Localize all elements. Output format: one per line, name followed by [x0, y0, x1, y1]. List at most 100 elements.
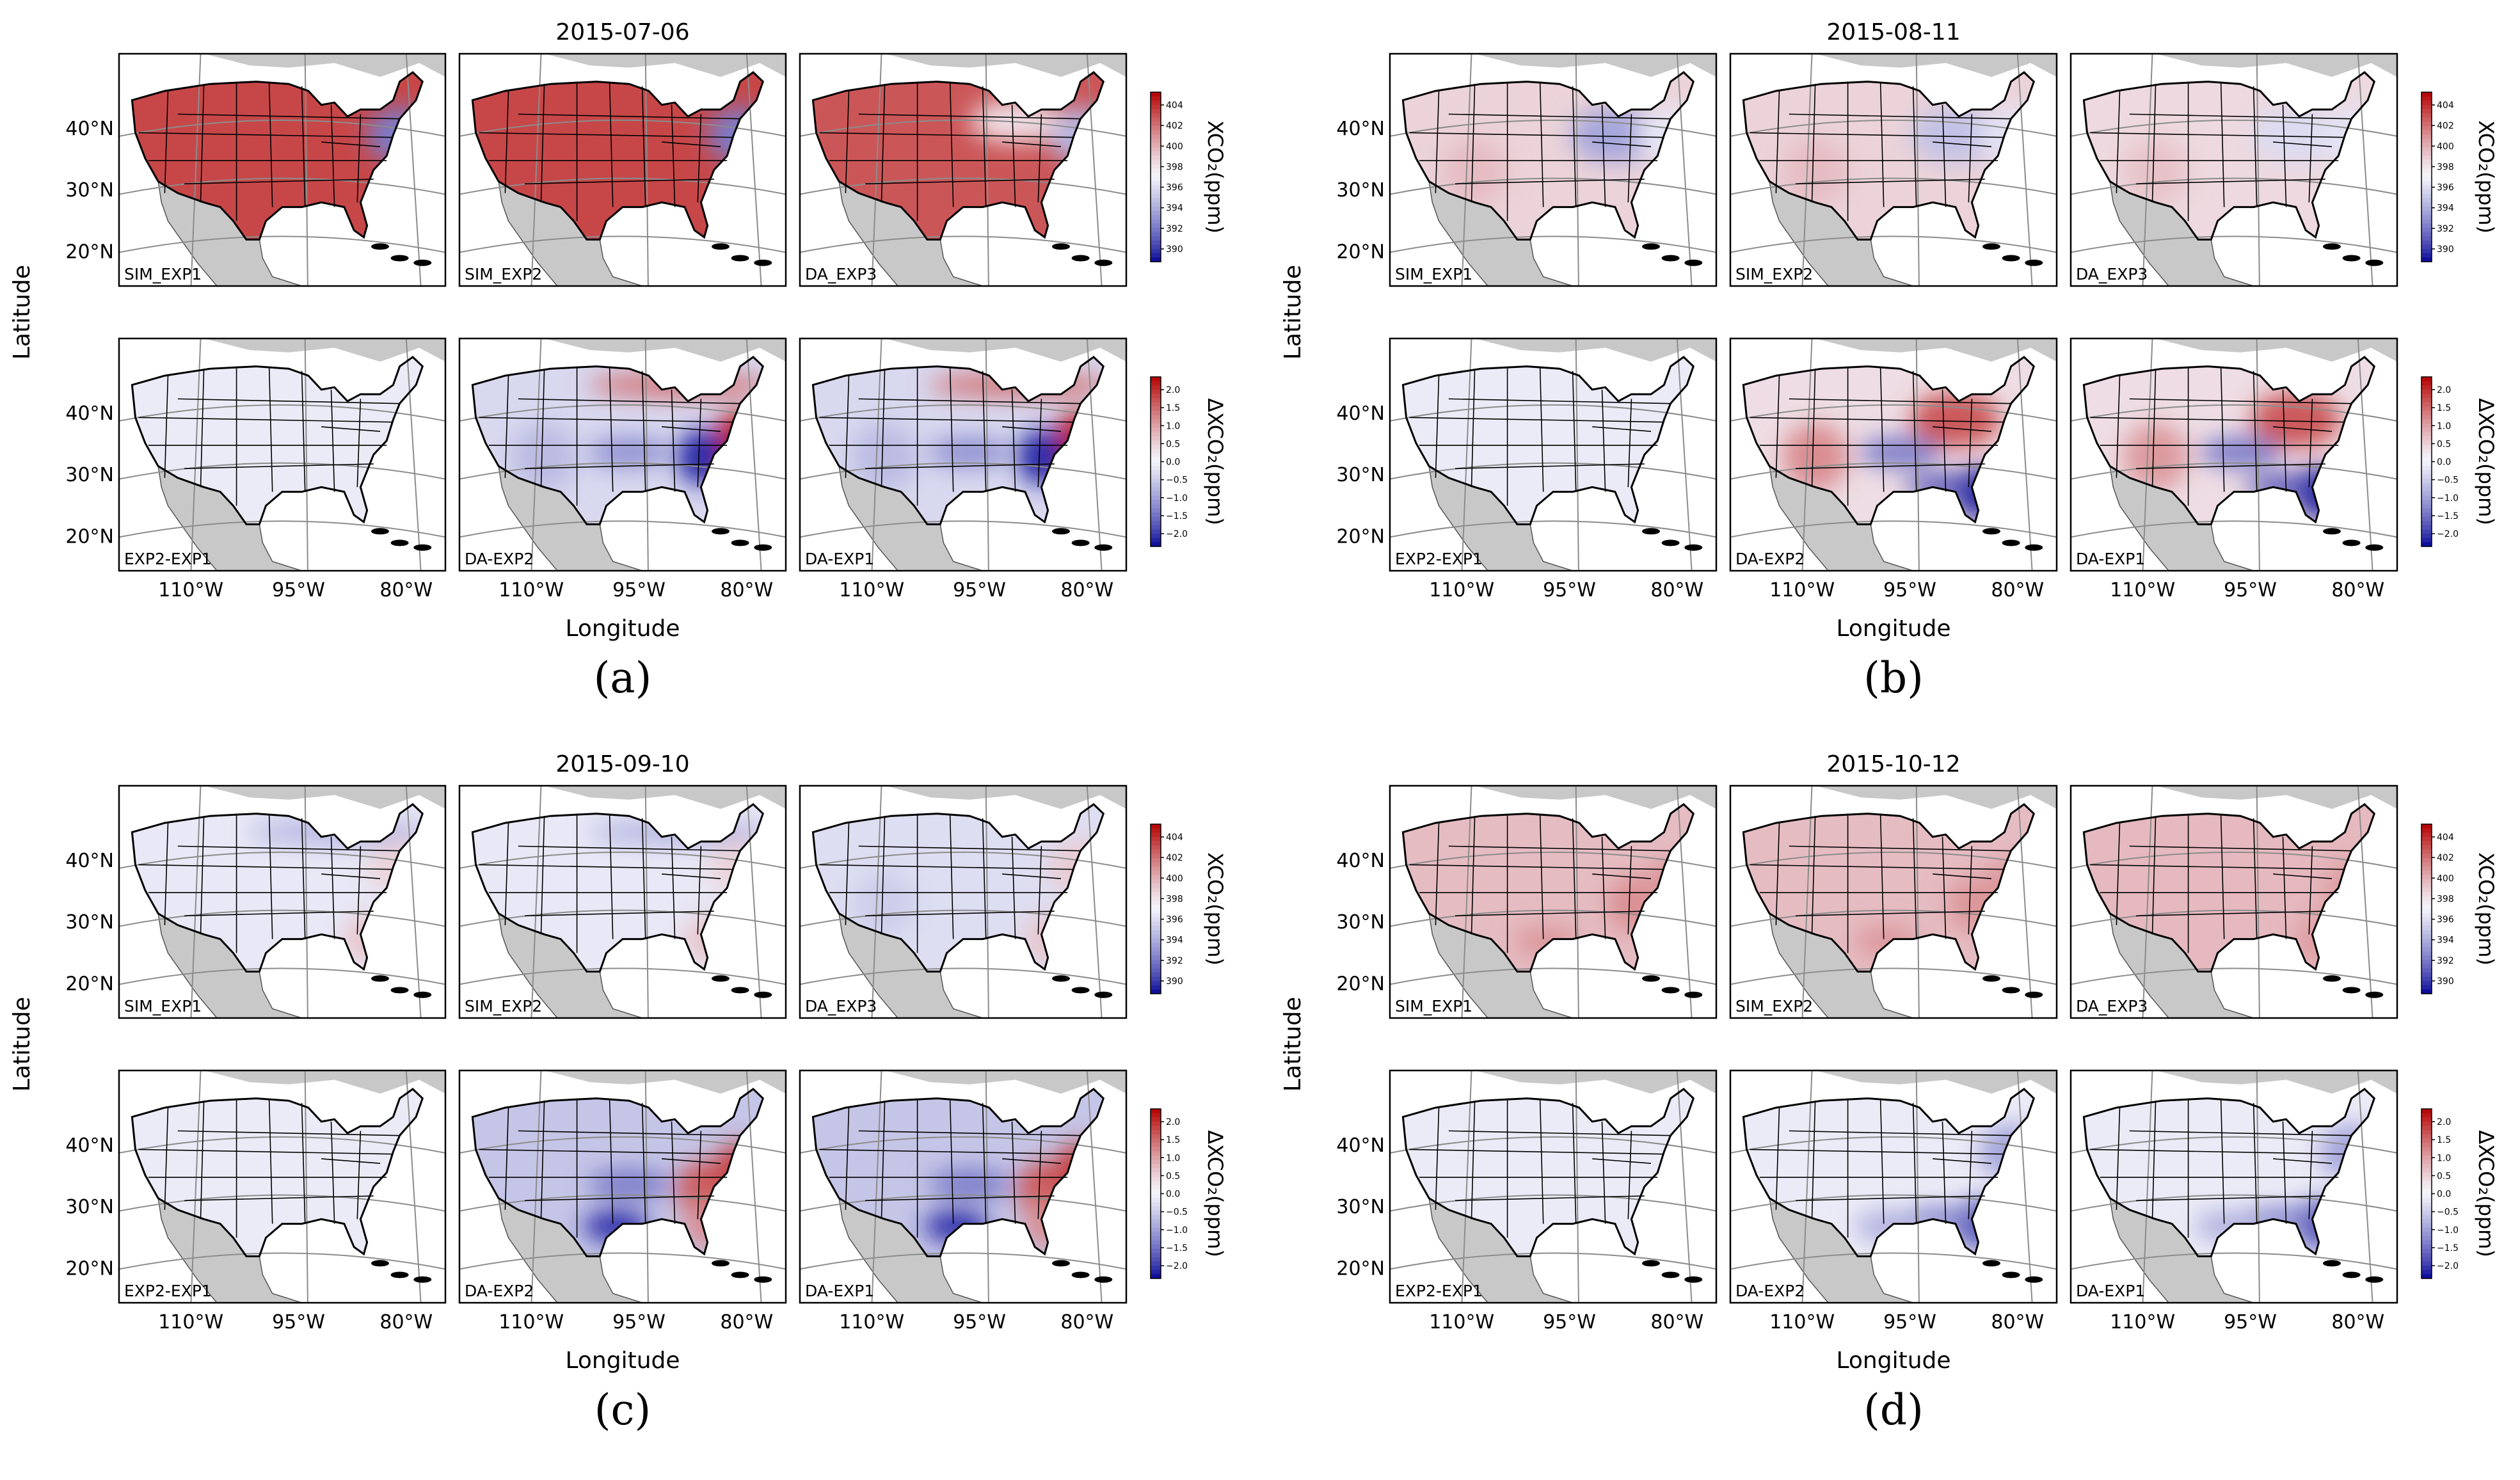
state-border	[1942, 389, 1947, 492]
colorbar-step	[1151, 1164, 1161, 1169]
lon-line	[1086, 1070, 1103, 1303]
anomaly-central-plains	[2199, 436, 2281, 468]
lon-line	[1461, 54, 1472, 286]
colorbar-step	[2421, 1232, 2432, 1237]
colorbar-step	[2421, 854, 2432, 859]
colorbar-step	[2421, 879, 2432, 884]
colorbar-tick-label: −1.0	[2437, 1225, 2459, 1236]
lon-tick-label: 80°W	[1650, 1311, 1703, 1333]
lat-tick-label: 30°N	[65, 911, 114, 934]
graticule	[800, 786, 1126, 1018]
anomaly-west	[1442, 138, 1508, 207]
state-borders	[1409, 1098, 1671, 1238]
colorbar-step	[2421, 215, 2432, 220]
caribbean-island	[413, 259, 432, 266]
colorbar-step	[2421, 138, 2432, 144]
us-outline	[131, 71, 424, 241]
colorbar-step	[2421, 109, 2432, 114]
state-border	[301, 818, 306, 939]
colorbar-step	[2421, 887, 2432, 893]
state-border	[982, 86, 987, 207]
lat-tick-label: 30°N	[65, 179, 114, 202]
colorbar-step	[2421, 466, 2432, 471]
state-border	[1037, 1131, 1042, 1220]
colorbar-step	[1151, 389, 1161, 395]
colorbar-tick-label: −1.5	[2437, 1243, 2459, 1253]
colorbar-step	[1151, 1155, 1161, 1161]
state-border	[1968, 114, 1973, 203]
colorbar-tick-label: 398	[1166, 894, 1183, 904]
colorbar-tick-label: 1.5	[2437, 403, 2451, 413]
us-outline	[131, 803, 424, 973]
colorbar-step	[1151, 870, 1161, 876]
colorbar-step	[2421, 202, 2432, 207]
lon-line	[644, 338, 649, 571]
colorbar-tick-label: 392	[1166, 956, 1183, 966]
state-border	[858, 113, 1081, 120]
lat-line	[119, 404, 445, 422]
state-border	[184, 911, 374, 917]
state-border	[2220, 366, 2225, 492]
lon-line	[1676, 54, 1693, 286]
lat-line	[2071, 1252, 2397, 1270]
state-border	[1942, 104, 1947, 207]
graticule	[119, 54, 445, 286]
state-border	[949, 366, 954, 492]
map-frame	[118, 337, 447, 572]
colorbar-step	[1151, 206, 1161, 212]
colorbar-tick-label: −0.5	[1166, 475, 1188, 486]
colorbar-step	[1151, 841, 1161, 846]
lon-line	[530, 1070, 542, 1303]
state-border	[164, 1108, 169, 1210]
caribbean-island	[1094, 544, 1113, 551]
colorbar-step	[2421, 537, 2432, 543]
colorbar-step	[1151, 402, 1161, 407]
caribbean-island	[2365, 544, 2384, 551]
colorbar-step	[1151, 985, 1161, 990]
colorbar-step	[2421, 947, 2432, 952]
colorbar-step	[1151, 236, 1161, 241]
state-border	[2273, 1158, 2333, 1164]
state-borders	[479, 81, 740, 221]
colorbar-step	[2421, 219, 2432, 224]
colorbar-step	[2421, 126, 2432, 131]
state-border	[1968, 399, 1973, 488]
colorbar-step	[1151, 521, 1161, 526]
map-da-exp2: DA-EXP2	[458, 1069, 787, 1304]
us-outline	[471, 1088, 765, 1257]
colorbar-step	[1151, 466, 1161, 471]
no-data-region	[884, 1070, 1126, 1094]
no-data-region	[1815, 786, 2057, 809]
colorbar-step	[2421, 1245, 2432, 1250]
state-border	[881, 816, 886, 935]
colorbar-step	[1151, 117, 1161, 122]
lat-line	[1730, 119, 2057, 137]
colorbar-step	[1151, 249, 1161, 254]
colorbar-step	[2421, 500, 2432, 505]
state-border	[982, 370, 987, 492]
colorbar-label: XCO₂(ppm)	[1203, 120, 1227, 234]
colorbar-step	[2421, 951, 2432, 956]
us-outline	[131, 356, 424, 525]
state-borders	[819, 813, 1081, 953]
anomaly-west	[1782, 138, 1848, 207]
lat-line	[1730, 1252, 2057, 1270]
map-frame	[1729, 1069, 2058, 1304]
graticule	[1730, 54, 2057, 286]
state-border	[268, 813, 273, 939]
state-border	[2090, 1149, 2345, 1155]
state-border	[982, 818, 987, 939]
graticule	[2071, 786, 2397, 1018]
colorbar-step	[1151, 854, 1161, 859]
colorbar-step	[2421, 487, 2432, 492]
lat-line	[2071, 177, 2397, 195]
caribbean-island	[712, 1260, 730, 1267]
colorbar-step	[2421, 1177, 2432, 1182]
panel-title: 2015-08-11	[1826, 19, 1960, 45]
colorbar-step	[2421, 147, 2432, 152]
anomaly-central-plains	[588, 436, 670, 468]
state-border	[1435, 823, 1440, 925]
lat-line	[1390, 462, 1716, 480]
lon-line	[304, 786, 308, 1018]
lat-tick-label: 40°N	[1336, 402, 1385, 425]
